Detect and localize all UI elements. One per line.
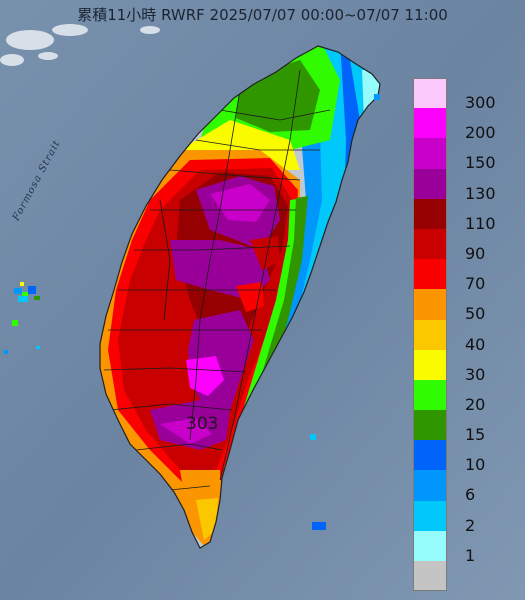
- legend-row: 150: [413, 138, 513, 172]
- legend-row: 40: [413, 319, 513, 354]
- legend-swatch: [413, 168, 447, 199]
- legend-label: 15: [465, 425, 486, 445]
- legend-row: 200: [413, 108, 513, 142]
- offshore-islets-east: [310, 434, 326, 530]
- guishan-islet: [374, 94, 380, 100]
- legend-swatch: [413, 379, 447, 411]
- legend-label: 6: [465, 485, 476, 505]
- legend-row: 70: [413, 259, 513, 293]
- legend-row: 2: [413, 500, 513, 535]
- taiwan-coastline: [99, 45, 381, 549]
- legend-row: 1: [413, 530, 513, 565]
- legend-swatch: [413, 440, 447, 471]
- legend-label: 90: [465, 243, 486, 263]
- legend-swatch: [413, 500, 447, 531]
- legend-label: 2: [465, 515, 476, 535]
- legend-swatch: [413, 349, 447, 380]
- legend-label: 300: [465, 93, 496, 112]
- legend-row: 130: [413, 168, 513, 203]
- legend-row: 50: [413, 289, 513, 323]
- legend-label: 200: [465, 123, 496, 143]
- legend-label: 10: [465, 455, 486, 475]
- legend-swatch: [413, 138, 447, 169]
- legend-label: 20: [465, 394, 486, 414]
- legend-label: 70: [465, 274, 486, 294]
- legend-row: 6: [413, 470, 513, 504]
- legend-row: 90: [413, 228, 513, 263]
- legend-swatch: [413, 319, 447, 350]
- penghu-islands: [4, 282, 40, 354]
- legend-label: 30: [465, 364, 486, 384]
- legend-row: 10: [413, 440, 513, 474]
- legend-swatch: [413, 78, 447, 109]
- legend-row: 20: [413, 379, 513, 414]
- legend-swatch: [413, 410, 447, 441]
- legend-swatch: [413, 259, 447, 290]
- map-title: 累積11小時 RWRF 2025/07/07 00:00~07/07 11:00: [77, 6, 448, 24]
- legend-swatch: [413, 289, 447, 320]
- legend-swatch: [413, 228, 447, 260]
- legend-label: 50: [465, 304, 486, 324]
- max-rainfall-label: 303: [186, 414, 219, 434]
- legend-label: 130: [465, 183, 496, 203]
- legend-label: 110: [465, 213, 496, 233]
- legend-label: 40: [465, 334, 486, 354]
- legend-row: 110: [413, 198, 513, 233]
- legend-row: 300: [413, 78, 513, 112]
- legend-swatch: [413, 530, 447, 561]
- legend-label: 1: [465, 545, 476, 565]
- legend-row: 30: [413, 349, 513, 384]
- legend-swatch: [413, 198, 447, 229]
- legend-swatch: [413, 470, 447, 501]
- legend-row: 15: [413, 410, 513, 444]
- county-boundaries: [103, 69, 331, 491]
- legend-swatch: [413, 108, 447, 139]
- rainfall-legend: 300 200 150 130 110 90 70 50 40 30 20 15 10 6 2 1: [413, 78, 513, 592]
- legend-swatch: [413, 561, 447, 592]
- legend-row: [413, 561, 513, 592]
- cloud-patches: [0, 24, 160, 66]
- legend-label: 150: [465, 153, 496, 173]
